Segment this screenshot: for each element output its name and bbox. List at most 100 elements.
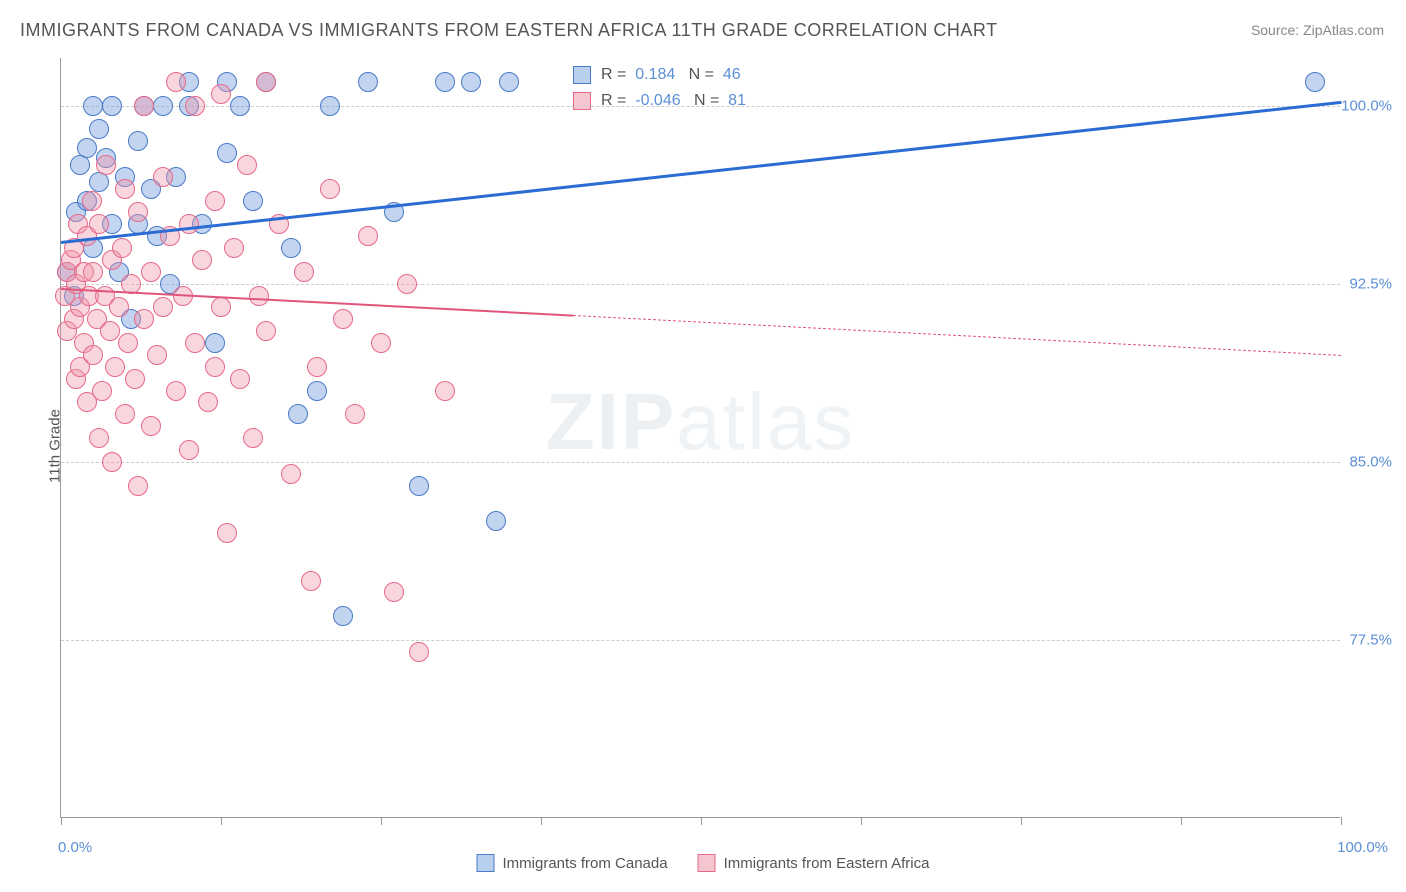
scatter-point (134, 309, 154, 329)
scatter-point (217, 523, 237, 543)
scatter-point (166, 381, 186, 401)
x-tick (1021, 817, 1022, 825)
scatter-point (77, 138, 97, 158)
scatter-point (333, 606, 353, 626)
scatter-point (185, 96, 205, 116)
scatter-point (281, 464, 301, 484)
scatter-point (249, 286, 269, 306)
scatter-point (128, 202, 148, 222)
legend-stats-text: R = -0.046 N = 81 (601, 92, 746, 109)
x-tick (221, 817, 222, 825)
scatter-point (153, 167, 173, 187)
scatter-point (102, 452, 122, 472)
bottom-legend: Immigrants from Canada Immigrants from E… (477, 854, 930, 872)
scatter-point (371, 333, 391, 353)
legend-label-canada: Immigrants from Canada (503, 855, 668, 872)
scatter-point (185, 333, 205, 353)
scatter-point (102, 96, 122, 116)
scatter-point (358, 72, 378, 92)
scatter-point (118, 333, 138, 353)
scatter-point (499, 72, 519, 92)
scatter-point (112, 238, 132, 258)
x-axis-max-label: 100.0% (1337, 839, 1388, 856)
scatter-point (1305, 72, 1325, 92)
x-tick (61, 817, 62, 825)
chart-title: IMMIGRANTS FROM CANADA VS IMMIGRANTS FRO… (20, 20, 998, 41)
legend-stats-row: R = -0.046 N = 81 (573, 92, 746, 110)
scatter-point (435, 381, 455, 401)
scatter-point (224, 238, 244, 258)
scatter-point (294, 262, 314, 282)
legend-stats-row: R = 0.184 N = 46 (573, 66, 741, 84)
scatter-point (409, 642, 429, 662)
scatter-point (217, 143, 237, 163)
legend-label-eastern-africa: Immigrants from Eastern Africa (724, 855, 930, 872)
scatter-point (409, 476, 429, 496)
watermark-bold: ZIP (546, 377, 676, 466)
scatter-point (82, 191, 102, 211)
gridline-h (61, 462, 1340, 463)
scatter-point (115, 404, 135, 424)
scatter-point (230, 96, 250, 116)
scatter-point (320, 96, 340, 116)
x-tick (541, 817, 542, 825)
scatter-point (461, 72, 481, 92)
scatter-point (96, 155, 116, 175)
scatter-point (89, 119, 109, 139)
scatter-point (83, 96, 103, 116)
gridline-h (61, 284, 1340, 285)
scatter-point (147, 345, 167, 365)
scatter-point (89, 428, 109, 448)
scatter-point (83, 345, 103, 365)
scatter-point (345, 404, 365, 424)
scatter-point (211, 297, 231, 317)
scatter-point (109, 297, 129, 317)
scatter-point (205, 333, 225, 353)
legend-swatch-canada (477, 854, 495, 872)
x-tick (701, 817, 702, 825)
scatter-point (179, 214, 199, 234)
scatter-point (128, 476, 148, 496)
x-tick (381, 817, 382, 825)
source-label: Source: (1251, 22, 1303, 38)
watermark-thin: atlas (676, 377, 855, 466)
trend-line (573, 315, 1341, 356)
y-tick-label: 85.0% (1349, 453, 1392, 470)
scatter-point (307, 357, 327, 377)
scatter-point (205, 191, 225, 211)
scatter-point (141, 262, 161, 282)
scatter-plot-area: ZIPatlas 100.0%92.5%85.0%77.5%R = 0.184 … (60, 58, 1340, 818)
scatter-point (105, 357, 125, 377)
scatter-point (230, 369, 250, 389)
scatter-point (397, 274, 417, 294)
scatter-point (125, 369, 145, 389)
source-name: ZipAtlas.com (1303, 22, 1384, 38)
scatter-point (128, 131, 148, 151)
scatter-point (83, 262, 103, 282)
legend-stats-text: R = 0.184 N = 46 (601, 66, 741, 83)
scatter-point (243, 428, 263, 448)
scatter-point (115, 179, 135, 199)
scatter-point (141, 416, 161, 436)
scatter-point (205, 357, 225, 377)
x-tick (861, 817, 862, 825)
legend-item-canada: Immigrants from Canada (477, 854, 668, 872)
scatter-point (179, 440, 199, 460)
scatter-point (435, 72, 455, 92)
x-tick (1341, 817, 1342, 825)
watermark: ZIPatlas (546, 376, 855, 468)
scatter-point (307, 381, 327, 401)
scatter-point (256, 72, 276, 92)
source-attribution: Source: ZipAtlas.com (1251, 22, 1384, 38)
y-tick-label: 100.0% (1341, 97, 1392, 114)
scatter-point (92, 381, 112, 401)
scatter-point (486, 511, 506, 531)
legend-stats-swatch (573, 66, 591, 84)
scatter-point (256, 321, 276, 341)
scatter-point (89, 214, 109, 234)
scatter-point (211, 84, 231, 104)
scatter-point (243, 191, 263, 211)
gridline-h (61, 640, 1340, 641)
scatter-point (153, 96, 173, 116)
scatter-point (237, 155, 257, 175)
